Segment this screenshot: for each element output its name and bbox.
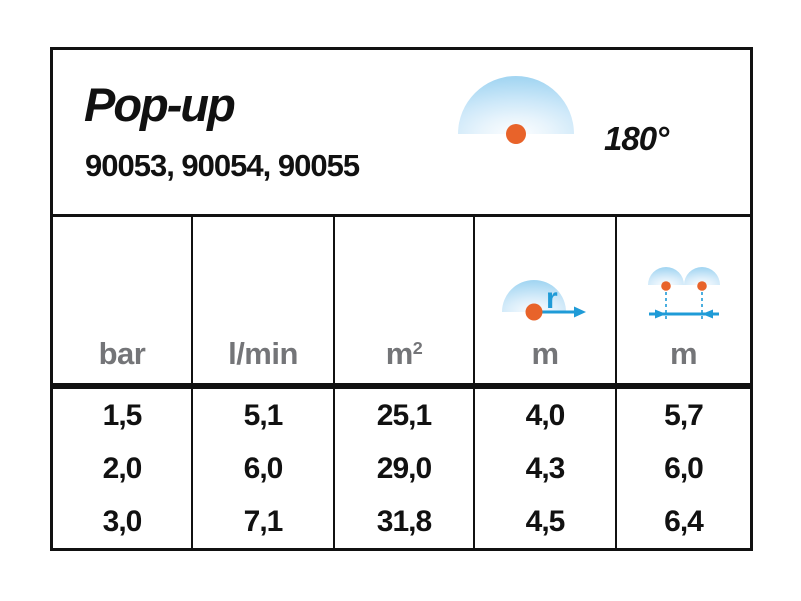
sprinkler-dot [506,124,526,144]
cell-spacing-2: 6,0 [615,442,750,495]
radius-r-label: r [546,282,558,315]
cell-area-3: 31,8 [333,495,473,548]
unit-m-spacing: m [669,336,698,371]
header-cell-area: m2 [333,217,473,383]
spray-arc-180-icon [458,76,574,154]
unit-lmin: l/min [228,336,298,371]
spray-angle-label: 180° [604,120,669,157]
header-cell-spacing: m [615,217,750,383]
unit-m2: m2 [385,336,423,371]
cell-flow-1: 5,1 [191,389,333,442]
model-numbers: 90053, 90054, 90055 [85,148,360,183]
unit-bar: bar [98,336,146,371]
header-divider [53,383,750,389]
header-cell-pressure: bar [53,217,191,383]
spacing-icon [636,266,732,331]
cell-area-1: 25,1 [333,389,473,442]
table-header-row: bar l/min m2 [53,217,750,383]
cell-pressure-3: 3,0 [102,504,143,538]
cell-radius-2: 4,3 [473,442,615,495]
unit-m-radius: m [531,336,559,371]
cell-flow-3: 7,1 [191,495,333,548]
cell-pressure-2: 2,0 [102,451,143,485]
cell-spacing-1: 5,7 [615,389,750,442]
title-block: Pop-up 90053, 90054, 90055 180° [53,50,750,214]
cell-spacing-3: 6,4 [615,495,750,548]
radius-icon: r [501,268,589,331]
cell-area-2: 29,0 [333,442,473,495]
spec-sheet: Pop-up 90053, 90054, 90055 180° bar l/mi… [50,47,753,551]
header-cell-flow: l/min [191,217,333,383]
cell-radius-1: 4,0 [473,389,615,442]
cell-pressure-1: 1,5 [102,398,143,432]
data-table: 1,5 5,1 25,1 4,0 5,7 2,0 6,0 29,0 4,3 6,… [53,389,750,548]
cell-radius-3: 4,5 [473,495,615,548]
title-divider [53,214,750,217]
header-cell-radius: r m [473,217,615,383]
cell-flow-2: 6,0 [191,442,333,495]
page-title: Pop-up [84,78,236,131]
